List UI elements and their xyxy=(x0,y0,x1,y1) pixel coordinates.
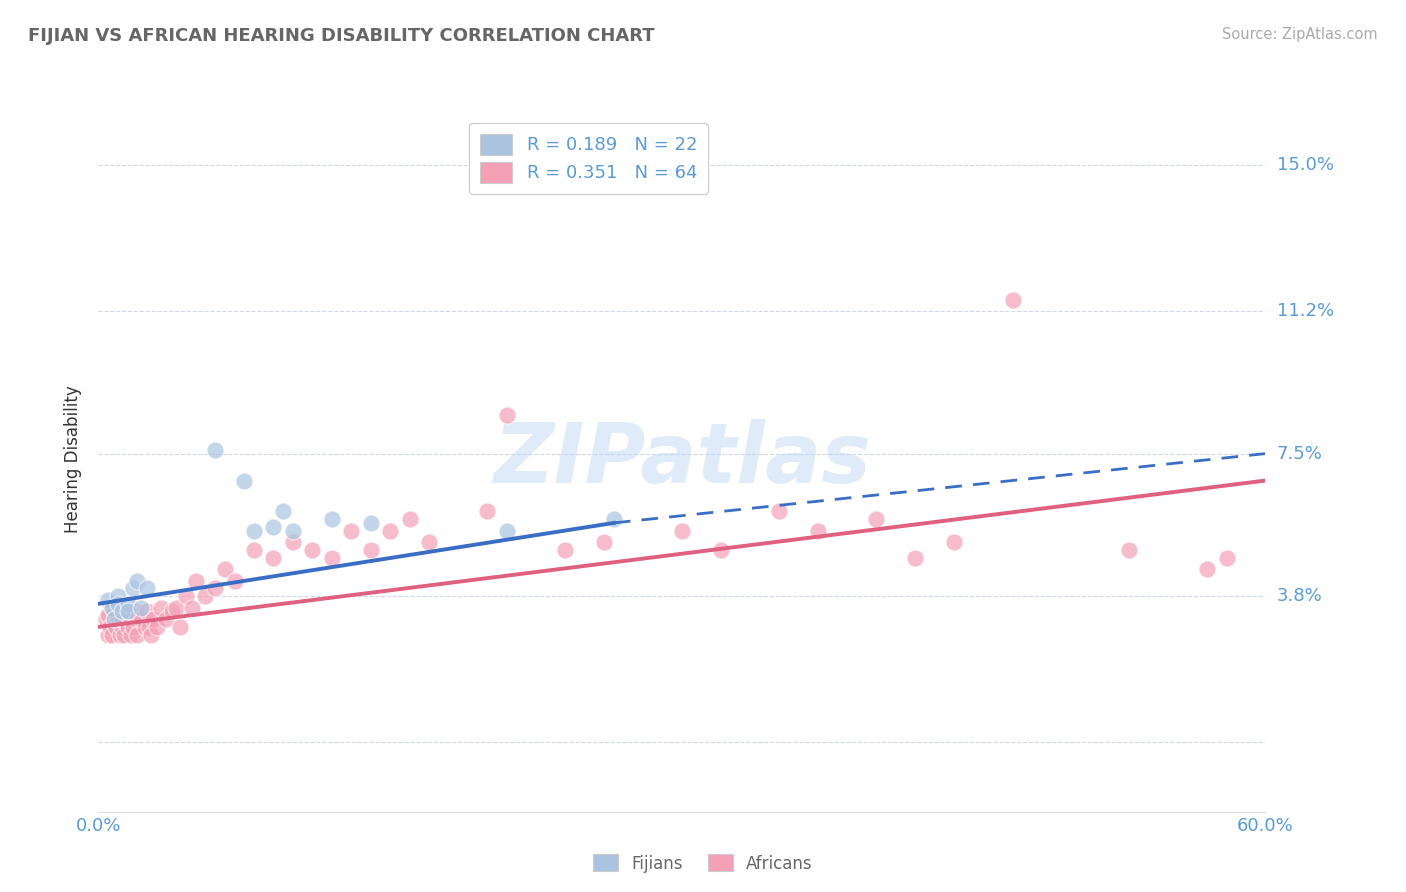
Point xyxy=(1195,562,1218,576)
Point xyxy=(139,627,162,641)
Point xyxy=(103,605,125,619)
Point xyxy=(96,612,118,626)
Point xyxy=(155,612,177,626)
Point xyxy=(204,582,226,596)
Point xyxy=(204,442,226,457)
Point xyxy=(243,524,266,538)
Point xyxy=(233,474,256,488)
Point xyxy=(127,574,149,588)
Point xyxy=(103,612,125,626)
Point xyxy=(1215,550,1237,565)
Text: 11.2%: 11.2% xyxy=(1277,302,1334,320)
Point xyxy=(122,620,145,634)
Point xyxy=(165,600,187,615)
Point xyxy=(380,524,402,538)
Point xyxy=(593,535,616,549)
Point xyxy=(904,550,927,565)
Point xyxy=(184,574,207,588)
Text: 3.8%: 3.8% xyxy=(1277,587,1322,605)
Point xyxy=(224,574,246,588)
Point xyxy=(136,582,159,596)
Point xyxy=(107,589,129,603)
Point xyxy=(107,597,129,611)
Point xyxy=(321,550,343,565)
Point xyxy=(114,605,136,619)
Point xyxy=(360,542,382,557)
Point xyxy=(129,612,152,626)
Point xyxy=(398,512,420,526)
Point xyxy=(865,512,887,526)
Point xyxy=(101,600,124,615)
Y-axis label: Hearing Disability: Hearing Disability xyxy=(65,385,83,533)
Legend: Fijians, Africans: Fijians, Africans xyxy=(586,847,820,880)
Point xyxy=(162,605,184,619)
Point xyxy=(127,612,149,626)
Point xyxy=(360,516,382,530)
Point xyxy=(107,612,129,626)
Point xyxy=(710,542,733,557)
Text: 7.5%: 7.5% xyxy=(1277,444,1323,463)
Point xyxy=(118,612,141,626)
Point xyxy=(262,550,284,565)
Point xyxy=(146,620,169,634)
Point xyxy=(117,605,139,619)
Point xyxy=(169,620,191,634)
Point xyxy=(98,620,121,634)
Text: ZIPatlas: ZIPatlas xyxy=(494,419,870,500)
Point xyxy=(117,620,139,634)
Point xyxy=(262,520,284,534)
Point xyxy=(127,627,149,641)
Point xyxy=(124,605,146,619)
Point xyxy=(97,608,120,623)
Point xyxy=(138,620,160,634)
Point xyxy=(807,524,830,538)
Point xyxy=(1118,542,1140,557)
Point xyxy=(271,504,294,518)
Point xyxy=(117,597,139,611)
Point xyxy=(174,589,197,603)
Point xyxy=(101,627,124,641)
Point xyxy=(554,542,576,557)
Point xyxy=(477,504,499,518)
Point xyxy=(111,605,134,619)
Point xyxy=(180,600,202,615)
Point xyxy=(142,612,165,626)
Point xyxy=(671,524,693,538)
Point xyxy=(136,605,159,619)
Text: 15.0%: 15.0% xyxy=(1277,156,1333,174)
Point xyxy=(149,600,172,615)
Point xyxy=(768,504,790,518)
Point xyxy=(281,535,304,549)
Point xyxy=(97,627,120,641)
Point xyxy=(121,627,143,641)
Point xyxy=(603,512,626,526)
Text: FIJIAN VS AFRICAN HEARING DISABILITY CORRELATION CHART: FIJIAN VS AFRICAN HEARING DISABILITY COR… xyxy=(28,27,655,45)
Point xyxy=(496,408,519,422)
Point xyxy=(111,620,134,634)
Point xyxy=(243,542,266,557)
Text: Source: ZipAtlas.com: Source: ZipAtlas.com xyxy=(1222,27,1378,42)
Point xyxy=(214,562,236,576)
Point xyxy=(281,524,304,538)
Point xyxy=(418,535,440,549)
Point xyxy=(943,535,966,549)
Legend: R = 0.189   N = 22, R = 0.351   N = 64: R = 0.189 N = 22, R = 0.351 N = 64 xyxy=(470,123,709,194)
Point xyxy=(122,582,145,596)
Point xyxy=(1001,293,1024,307)
Point xyxy=(496,524,519,538)
Point xyxy=(129,600,152,615)
Point xyxy=(194,589,217,603)
Point xyxy=(112,627,135,641)
Point xyxy=(104,620,127,634)
Point xyxy=(301,542,323,557)
Point xyxy=(340,524,363,538)
Point xyxy=(111,612,134,626)
Point xyxy=(97,593,120,607)
Point xyxy=(321,512,343,526)
Point xyxy=(134,620,156,634)
Point xyxy=(108,627,131,641)
